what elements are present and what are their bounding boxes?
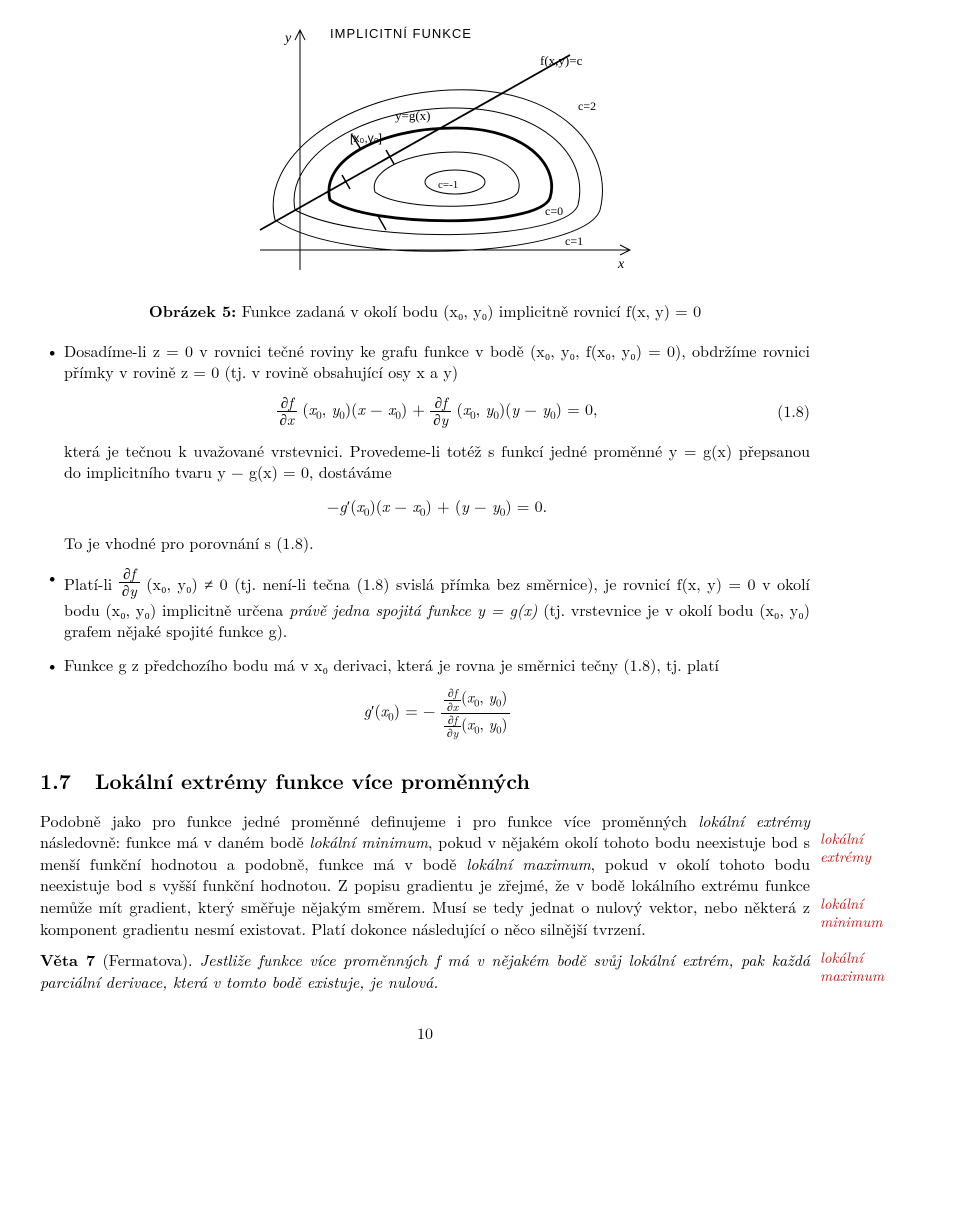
section-number: 1.7	[40, 766, 71, 796]
equation-g-derivative: g′(x0) = − ∂f∂x(x0, y0) ∂f∂y(x0, y0)	[64, 687, 810, 739]
theorem-label: Věta 7	[40, 948, 95, 971]
theorem-paren: (Fermatova).	[102, 948, 192, 971]
theorem-fermat: Věta 7 (Fermatova). Jestliže funkce více…	[40, 949, 810, 992]
bullet2-a: Platí-li	[64, 572, 119, 595]
margin-note-maximum: lokální maximum	[820, 949, 910, 985]
margin-note-minimum: lokální minimum	[820, 895, 910, 931]
equation-1-8: ∂f∂x (x0, y0)(x − x0) + ∂f∂y (x0, y0)(y …	[64, 395, 810, 428]
margin-note-extremy: lokální extrémy	[820, 830, 910, 866]
sketch-title: IMPLICITNÍ FUNKCE	[330, 26, 472, 41]
bullet3-text: Funkce g z předchozího bodu má v x₀ deri…	[64, 653, 719, 676]
level-label-c2: c=2	[578, 99, 596, 113]
axis-label-x: x	[617, 257, 625, 272]
page-number: 10	[40, 1022, 810, 1044]
bullet1-tail: To je vhodné pro porovnání s (1.8).	[64, 531, 314, 554]
level-label-c1: c=1	[565, 234, 583, 248]
bullet1-intro: Dosadíme-li z = 0 v rovnici tečné roviny…	[64, 339, 810, 384]
caption-label: Obrázek 5:	[149, 299, 236, 322]
tangent-label: f(x,y)=c	[540, 53, 583, 68]
caption-text: Funkce zadaná v okolí bodu (x₀, y₀) impl…	[242, 299, 701, 322]
point-label: [x₀,y₀]	[350, 131, 382, 145]
bullet1-after-eq: která je tečnou k uvažované vrstevnici. …	[64, 439, 810, 484]
curve-label: y=g(x)	[395, 108, 431, 123]
axis-label-y: y	[283, 31, 292, 46]
figure-implicit-function: y x IMPLICITNÍ FUNKCE	[40, 20, 810, 290]
level-label-cm1: c=-1	[438, 179, 458, 191]
list-item: Funkce g z předchozího bodu má v x₀ deri…	[40, 654, 810, 739]
section-heading: 1.7 Lokální extrémy funkce více proměnný…	[40, 767, 810, 795]
eq-number: (1.8)	[777, 400, 810, 422]
equation-g-prime: −g′(x0)(x − x0) + (y − y0) = 0.	[64, 495, 810, 520]
list-item: Dosadíme-li z = 0 v rovnici tečné roviny…	[40, 340, 810, 554]
figure-caption: Obrázek 5: Funkce zadaná v okolí bodu (x…	[40, 300, 810, 322]
bullet2-em: právě jedna spojitá funkce y = g(x)	[289, 598, 537, 621]
list-item: Platí-li ∂f∂y (x₀, y₀) ≠ 0 (tj. není-li …	[40, 566, 810, 642]
contour-sketch-svg: y x IMPLICITNÍ FUNKCE	[200, 20, 650, 290]
level-label-c0: c=0	[545, 204, 563, 218]
paragraph-local-extrema: Podobně jako pro funkce jedné proměnné d…	[40, 810, 810, 940]
section-title: Lokální extrémy funkce více proměnných	[95, 766, 530, 796]
